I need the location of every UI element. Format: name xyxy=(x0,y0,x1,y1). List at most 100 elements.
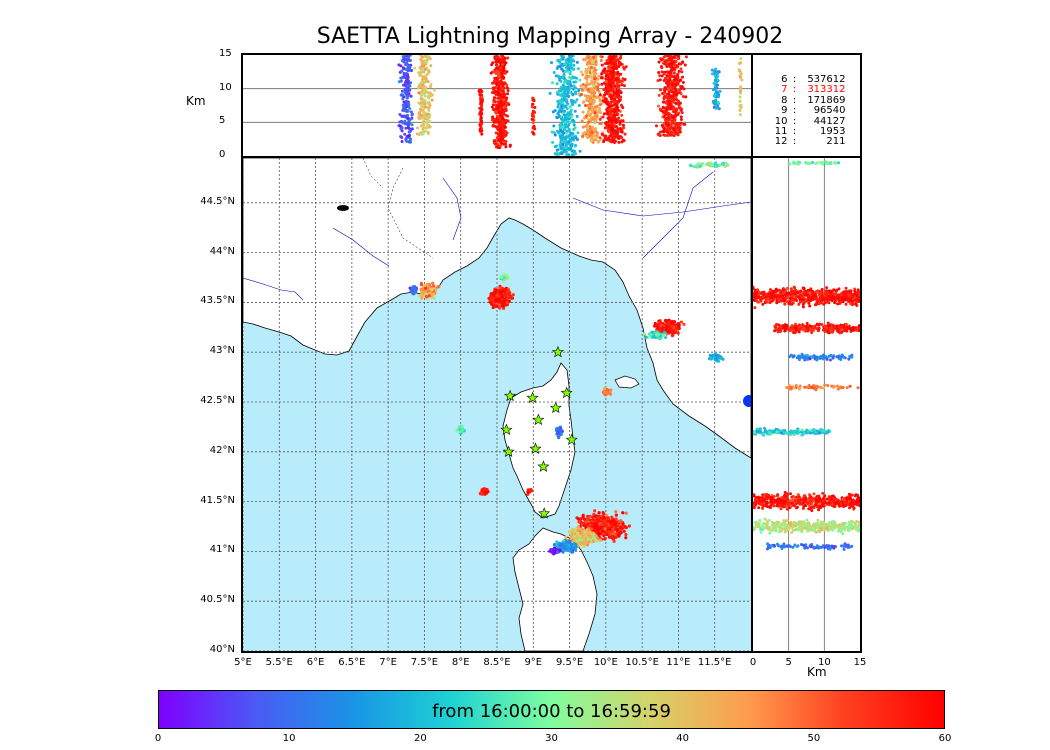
longitude-tick-label: 5.5°E xyxy=(265,657,293,668)
side-cluster xyxy=(753,517,860,536)
side-cluster xyxy=(787,352,854,362)
side-axis-tick-label: 0 xyxy=(749,657,757,668)
longitude-tick-label: 9.5°E xyxy=(555,657,584,668)
altitude-cluster xyxy=(598,55,628,144)
lightning-cluster xyxy=(554,425,565,440)
altitude-cluster xyxy=(413,55,436,137)
latitude-altitude-plot xyxy=(753,158,860,651)
side-cluster xyxy=(785,383,860,392)
station-star-icon xyxy=(529,442,542,454)
legend-row: 10: 44127 xyxy=(753,115,860,127)
longitude-tick-label: 9°E xyxy=(524,657,543,668)
station-star-icon xyxy=(502,445,515,457)
lightning-cluster xyxy=(548,546,562,556)
latitude-tick-label: 40.5°N xyxy=(200,594,235,606)
station-star-icon xyxy=(504,389,517,402)
latitude-tick-label: 44°N xyxy=(209,245,235,257)
altitude-tick-label: 5 xyxy=(219,115,226,127)
legend-count: 44127 xyxy=(813,115,846,127)
legend-level: 6 xyxy=(781,74,788,85)
lightning-cluster xyxy=(478,487,490,496)
side-axis-label: Km xyxy=(807,665,827,679)
elba-island xyxy=(614,375,640,389)
longitude-altitude-plot xyxy=(243,55,751,156)
legend-level: 9 xyxy=(781,105,788,117)
legend-separator: : xyxy=(792,105,797,117)
latitude-tick-label: 41°N xyxy=(209,544,235,556)
altitude-cluster xyxy=(710,67,722,111)
side-cluster xyxy=(753,491,860,513)
station-star-icon xyxy=(532,413,545,426)
colorbar-tick-label: 60 xyxy=(938,733,952,744)
legend-count: 313312 xyxy=(807,84,846,96)
lightning-cluster xyxy=(455,424,466,436)
lightning-cluster xyxy=(707,351,725,363)
map-panel xyxy=(241,156,753,653)
longitude-altitude-panel xyxy=(241,53,753,158)
legend-count: 96540 xyxy=(813,105,846,117)
lightning-cluster xyxy=(526,487,534,496)
latitude-tick-label: 44.5°N xyxy=(200,195,235,207)
lightning-sources xyxy=(408,161,730,556)
lma-stations xyxy=(500,345,578,519)
side-cluster xyxy=(787,160,841,166)
legend-row: 12: 211 xyxy=(753,136,860,148)
legend-row: 11: 1953 xyxy=(753,126,860,138)
lightning-cluster xyxy=(418,281,441,300)
side-axis-tick-label: 5 xyxy=(785,657,792,668)
lightning-map xyxy=(243,158,751,651)
legend-count: 211 xyxy=(826,136,846,148)
station-star-icon xyxy=(560,386,573,399)
longitude-tick-label: 11°E xyxy=(666,657,691,668)
lightning-cluster xyxy=(642,330,668,341)
side-axis-tick-label: 10 xyxy=(817,657,831,668)
legend-separator: : xyxy=(792,94,797,106)
corsica-island xyxy=(502,362,576,519)
lightning-cluster xyxy=(601,386,613,397)
station-star-icon xyxy=(549,401,562,414)
altitude-cluster xyxy=(397,55,414,144)
lightning-cluster xyxy=(688,161,730,169)
legend-separator: : xyxy=(792,115,797,127)
altitude-cluster xyxy=(654,55,688,138)
side-cluster xyxy=(773,321,860,335)
side-cluster xyxy=(753,426,832,437)
latitude-tick-label: 43.5°N xyxy=(200,295,235,307)
altitude-tick-label: 0 xyxy=(219,149,226,160)
station-star-icon xyxy=(537,460,550,472)
side-cluster xyxy=(765,542,854,551)
altitude-cluster xyxy=(477,88,485,136)
longitude-tick-label: 7°E xyxy=(379,657,397,668)
colorbar-tick-label: 50 xyxy=(807,733,821,744)
longitude-tick-label: 6°E xyxy=(306,657,325,668)
source-count-legend: 6:537612 7:313312 8:171869 9:96540 10:44127 1… xyxy=(751,53,862,158)
colorbar-tick-label: 10 xyxy=(282,733,296,744)
longitude-tick-label: 8.5°E xyxy=(483,657,511,668)
legend-level: 10 xyxy=(774,115,788,127)
legend-row: 6:537612 xyxy=(753,74,860,85)
latitude-altitude-panel xyxy=(751,156,862,653)
legend-separator: : xyxy=(792,84,797,96)
station-star-icon xyxy=(526,391,539,404)
time-colorbar xyxy=(158,690,945,729)
legend-level: 11 xyxy=(774,126,788,138)
station-star-icon xyxy=(551,345,564,358)
side-axis-tick-label: 15 xyxy=(853,657,867,668)
latitude-tick-label: 42°N xyxy=(209,444,235,456)
legend-row: 9: 96540 xyxy=(753,105,860,117)
legend-separator: : xyxy=(792,136,797,148)
longitude-tick-label: 8°E xyxy=(451,657,470,668)
lightning-cluster xyxy=(552,538,579,554)
lightning-cluster xyxy=(499,273,510,283)
legend-list: 6:537612 7:313312 8:171869 9:96540 10:44127 1… xyxy=(753,74,860,148)
lightning-cluster xyxy=(564,525,602,548)
longitude-tick-label: 7.5°E xyxy=(410,657,439,668)
altitude-cluster xyxy=(548,55,582,156)
colorbar-label: from 16:00:00 to 16:59:59 xyxy=(432,701,671,722)
legend-count: 537612 xyxy=(807,74,846,85)
latitude-tick-label: 43°N xyxy=(209,345,235,357)
longitude-tick-label: 10°E xyxy=(593,657,618,668)
legend-level: 7 xyxy=(781,84,788,96)
station-star-icon xyxy=(565,433,578,445)
latitude-tick-label: 42.5°N xyxy=(200,395,235,406)
